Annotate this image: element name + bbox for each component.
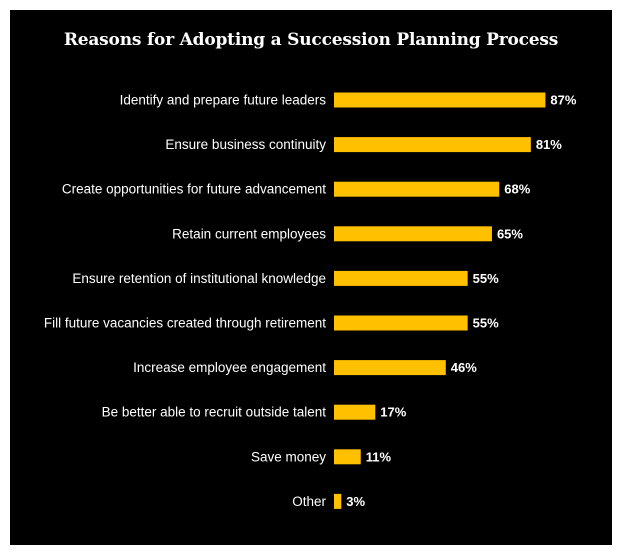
bar-identify-and-prepare-future-leaders [334, 92, 546, 108]
chart-title: Reasons for Adopting a Succession Planni… [63, 30, 559, 50]
value-label-ensure-retention-of-institutional-knowledge: 55% [473, 271, 499, 286]
value-label-save-money: 11% [366, 449, 392, 464]
bar-ensure-business-continuity [334, 137, 531, 153]
value-label-retain-current-employees: 65% [497, 226, 523, 241]
category-label-fill-future-vacancies-created-through-retirement: Fill future vacancies created through re… [44, 316, 326, 331]
value-label-identify-and-prepare-future-leaders: 87% [550, 93, 576, 108]
bar-fill-future-vacancies-created-through-retirement [334, 315, 468, 331]
category-label-save-money: Save money [251, 449, 326, 464]
category-label-create-opportunities-for-future-advancement: Create opportunities for future advancem… [62, 182, 326, 197]
value-label-create-opportunities-for-future-advancement: 68% [504, 182, 530, 197]
bar-increase-employee-engagement [334, 360, 446, 376]
category-label-increase-employee-engagement: Increase employee engagement [133, 360, 326, 375]
value-label-increase-employee-engagement: 46% [451, 360, 477, 375]
bar-ensure-retention-of-institutional-knowledge [334, 270, 468, 286]
bar-save-money [334, 449, 361, 465]
value-label-fill-future-vacancies-created-through-retirement: 55% [473, 316, 499, 331]
bar-be-better-able-to-recruit-outside-talent [334, 404, 376, 420]
bar-retain-current-employees [334, 226, 492, 242]
category-label-retain-current-employees: Retain current employees [172, 226, 326, 241]
category-label-other: Other [292, 494, 326, 509]
category-label-be-better-able-to-recruit-outside-talent: Be better able to recruit outside talent [102, 405, 327, 420]
category-label-ensure-retention-of-institutional-knowledge: Ensure retention of institutional knowle… [72, 271, 326, 286]
value-label-other: 3% [346, 494, 365, 509]
bar-other [334, 493, 342, 509]
category-label-ensure-business-continuity: Ensure business continuity [165, 137, 326, 152]
value-label-ensure-business-continuity: 81% [536, 137, 562, 152]
bar-create-opportunities-for-future-advancement [334, 181, 500, 197]
category-label-identify-and-prepare-future-leaders: Identify and prepare future leaders [120, 93, 327, 108]
value-label-be-better-able-to-recruit-outside-talent: 17% [380, 405, 406, 420]
